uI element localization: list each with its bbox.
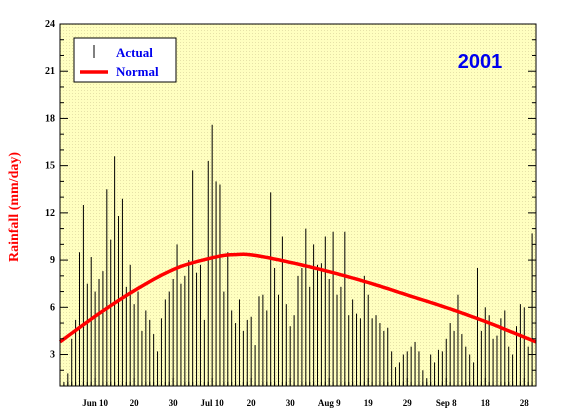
x-tick-label: 20 bbox=[247, 398, 257, 408]
x-tick-label: 19 bbox=[364, 398, 374, 408]
y-tick-label: 24 bbox=[45, 19, 55, 30]
legend-box bbox=[73, 37, 177, 83]
x-tick-label: Jul 10 bbox=[201, 398, 225, 408]
legend-normal-label: Normal bbox=[116, 64, 159, 79]
y-tick-label: 9 bbox=[50, 255, 55, 266]
x-tick-label: Aug 9 bbox=[318, 398, 341, 408]
normal-line bbox=[58, 252, 537, 344]
legend: Actual Normal bbox=[73, 37, 177, 83]
y-axis-label: Rainfall (mm/day) bbox=[7, 152, 22, 262]
y-tick-label: 6 bbox=[50, 302, 55, 313]
x-tick-label: Sep 8 bbox=[436, 398, 457, 408]
y-tick-label: 18 bbox=[45, 113, 55, 124]
y-axis: 3 6 9 12 15 18 21 24 bbox=[45, 19, 536, 387]
x-tick-label: 18 bbox=[481, 398, 491, 408]
y-tick-label: 15 bbox=[45, 161, 55, 172]
x-tick-label: 20 bbox=[130, 398, 140, 408]
y-tick-label: 21 bbox=[45, 66, 55, 77]
y-tick-label: 3 bbox=[50, 350, 55, 361]
actual-bars bbox=[63, 124, 533, 386]
x-tick-label: 30 bbox=[286, 398, 296, 408]
legend-actual-label: Actual bbox=[116, 45, 153, 60]
year-label: 2001 bbox=[458, 51, 503, 73]
x-tick-label: Jun 10 bbox=[82, 398, 108, 408]
x-tick-label: 28 bbox=[520, 398, 530, 408]
y-tick-label: 12 bbox=[45, 208, 55, 219]
x-tick-label: 29 bbox=[403, 398, 413, 408]
x-tick-label: 30 bbox=[169, 398, 179, 408]
x-axis: Jun 10 20 30 Jul 10 20 30 Aug 9 19 29 Sep 8 18 28 bbox=[59, 378, 537, 408]
